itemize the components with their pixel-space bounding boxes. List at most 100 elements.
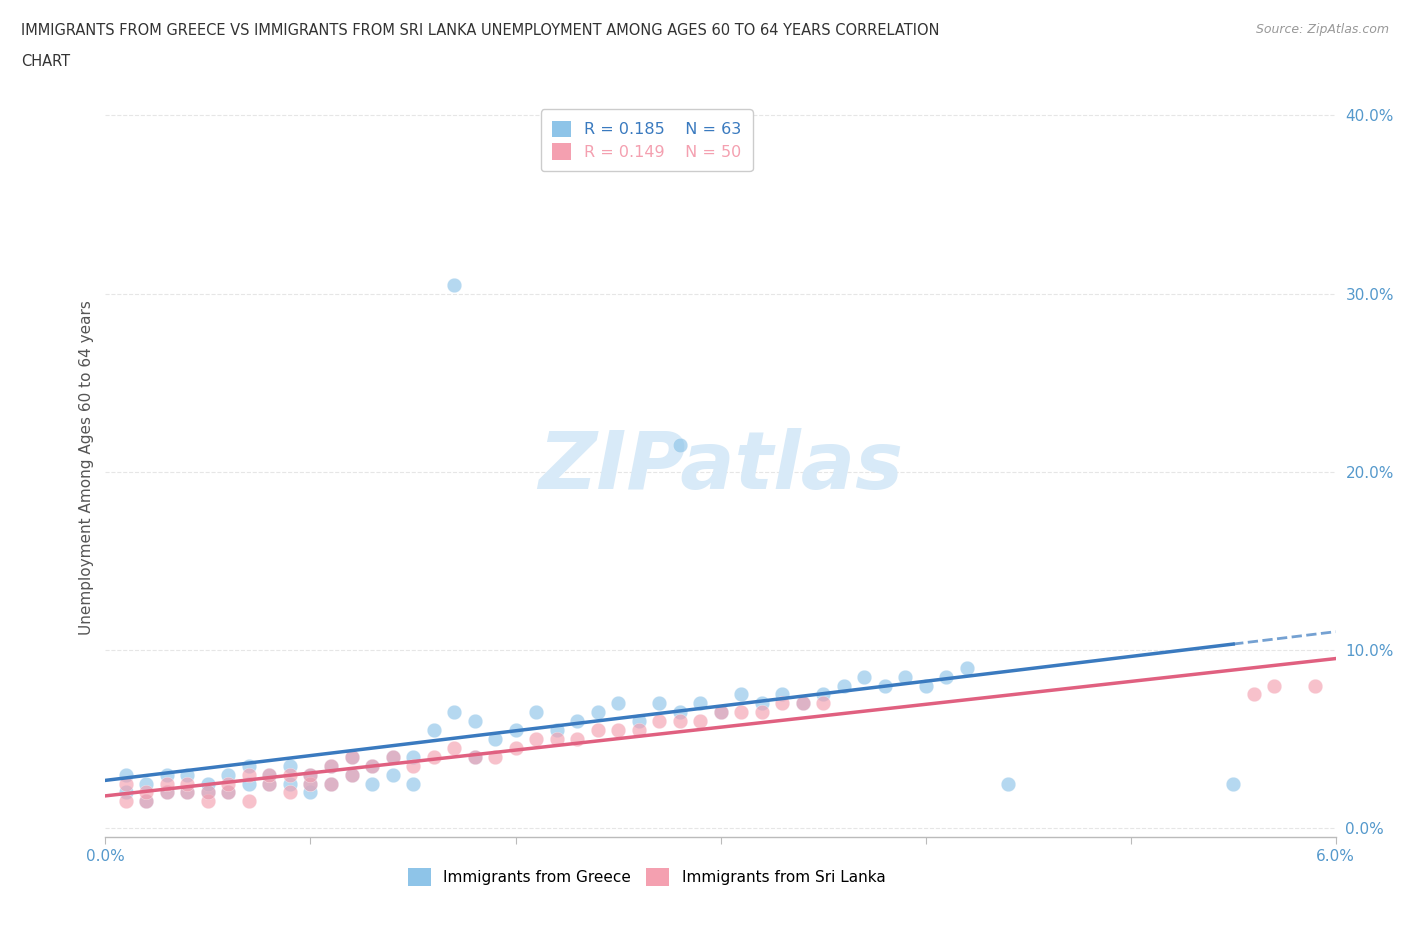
Point bbox=[607, 696, 630, 711]
Point bbox=[238, 794, 260, 809]
Point bbox=[402, 777, 425, 791]
Point bbox=[811, 696, 834, 711]
Point bbox=[278, 785, 301, 800]
Point bbox=[299, 785, 322, 800]
Point bbox=[586, 705, 609, 720]
Point bbox=[443, 705, 465, 720]
Point bbox=[197, 785, 219, 800]
Point bbox=[319, 777, 342, 791]
Point bbox=[340, 767, 363, 782]
Point bbox=[689, 713, 711, 728]
Point bbox=[361, 758, 384, 773]
Point bbox=[565, 713, 588, 728]
Point bbox=[443, 277, 465, 292]
Point bbox=[853, 670, 876, 684]
Point bbox=[422, 750, 444, 764]
Point bbox=[1222, 777, 1244, 791]
Point bbox=[156, 777, 179, 791]
Point bbox=[218, 785, 240, 800]
Point bbox=[238, 758, 260, 773]
Point bbox=[340, 750, 363, 764]
Point bbox=[668, 438, 690, 453]
Point bbox=[689, 696, 711, 711]
Point bbox=[156, 767, 179, 782]
Point bbox=[340, 767, 363, 782]
Point bbox=[135, 794, 157, 809]
Point bbox=[792, 696, 814, 711]
Point bbox=[197, 794, 219, 809]
Point bbox=[505, 723, 527, 737]
Point bbox=[381, 750, 404, 764]
Point bbox=[607, 723, 630, 737]
Point bbox=[710, 705, 733, 720]
Point bbox=[319, 758, 342, 773]
Point bbox=[956, 660, 979, 675]
Point bbox=[770, 696, 793, 711]
Point bbox=[218, 777, 240, 791]
Point bbox=[832, 678, 855, 693]
Point bbox=[115, 777, 138, 791]
Point bbox=[135, 785, 157, 800]
Point bbox=[894, 670, 917, 684]
Point bbox=[565, 732, 588, 747]
Text: Source: ZipAtlas.com: Source: ZipAtlas.com bbox=[1256, 23, 1389, 36]
Y-axis label: Unemployment Among Ages 60 to 64 years: Unemployment Among Ages 60 to 64 years bbox=[79, 299, 94, 635]
Point bbox=[627, 723, 650, 737]
Point bbox=[340, 750, 363, 764]
Point bbox=[176, 785, 198, 800]
Point bbox=[464, 713, 486, 728]
Point bbox=[751, 696, 773, 711]
Point bbox=[259, 777, 281, 791]
Point bbox=[648, 696, 671, 711]
Point bbox=[505, 740, 527, 755]
Point bbox=[811, 687, 834, 702]
Point bbox=[319, 758, 342, 773]
Point bbox=[792, 696, 814, 711]
Point bbox=[135, 794, 157, 809]
Point bbox=[422, 723, 444, 737]
Point bbox=[299, 767, 322, 782]
Point bbox=[668, 705, 690, 720]
Point bbox=[299, 777, 322, 791]
Point bbox=[156, 785, 179, 800]
Point bbox=[259, 777, 281, 791]
Point bbox=[156, 785, 179, 800]
Point bbox=[197, 785, 219, 800]
Point bbox=[730, 687, 752, 702]
Point bbox=[381, 767, 404, 782]
Point bbox=[278, 758, 301, 773]
Point bbox=[259, 767, 281, 782]
Point bbox=[299, 777, 322, 791]
Point bbox=[238, 777, 260, 791]
Point bbox=[361, 777, 384, 791]
Point bbox=[997, 777, 1019, 791]
Point bbox=[299, 767, 322, 782]
Point bbox=[668, 713, 690, 728]
Point bbox=[115, 794, 138, 809]
Point bbox=[402, 750, 425, 764]
Legend: Immigrants from Greece, Immigrants from Sri Lanka: Immigrants from Greece, Immigrants from … bbox=[402, 862, 891, 892]
Point bbox=[402, 758, 425, 773]
Point bbox=[1243, 687, 1265, 702]
Point bbox=[176, 767, 198, 782]
Point bbox=[218, 767, 240, 782]
Text: IMMIGRANTS FROM GREECE VS IMMIGRANTS FROM SRI LANKA UNEMPLOYMENT AMONG AGES 60 T: IMMIGRANTS FROM GREECE VS IMMIGRANTS FRO… bbox=[21, 23, 939, 38]
Point bbox=[627, 713, 650, 728]
Point bbox=[464, 750, 486, 764]
Text: CHART: CHART bbox=[21, 54, 70, 69]
Point bbox=[278, 777, 301, 791]
Point bbox=[524, 732, 547, 747]
Point bbox=[319, 777, 342, 791]
Text: ZIPatlas: ZIPatlas bbox=[538, 429, 903, 506]
Point bbox=[115, 767, 138, 782]
Point bbox=[751, 705, 773, 720]
Point bbox=[648, 713, 671, 728]
Point bbox=[176, 785, 198, 800]
Point bbox=[546, 723, 568, 737]
Point bbox=[381, 750, 404, 764]
Point bbox=[278, 767, 301, 782]
Point bbox=[914, 678, 936, 693]
Point bbox=[935, 670, 957, 684]
Point bbox=[361, 758, 384, 773]
Point bbox=[115, 785, 138, 800]
